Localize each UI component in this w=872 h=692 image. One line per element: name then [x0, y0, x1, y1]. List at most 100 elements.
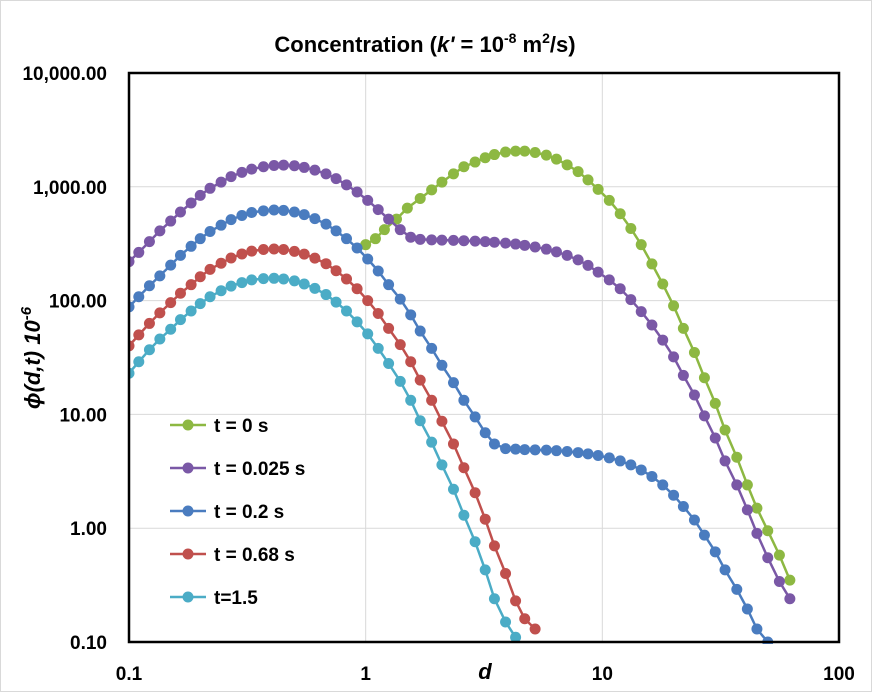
- data-point: [394, 375, 406, 387]
- data-point: [561, 446, 573, 458]
- data-point: [479, 427, 491, 439]
- data-point: [185, 197, 197, 209]
- data-point: [268, 159, 280, 171]
- data-point: [458, 462, 470, 474]
- data-point: [133, 356, 145, 368]
- data-point: [784, 593, 796, 605]
- y-tick-label: 10,000.00: [22, 64, 107, 85]
- data-point: [677, 369, 689, 381]
- data-point: [510, 595, 522, 607]
- x-tick-label: 10: [592, 664, 613, 685]
- data-point: [603, 452, 615, 464]
- series-5: [129, 272, 522, 643]
- data-point: [414, 233, 426, 245]
- legend-item: t = 0.025 s: [170, 459, 305, 480]
- data-point: [657, 334, 669, 346]
- data-point: [215, 285, 227, 297]
- data-point: [174, 206, 186, 218]
- data-point: [458, 394, 470, 406]
- data-point: [550, 153, 562, 165]
- x-axis-ticks: 0.1 1 10 100: [116, 664, 855, 685]
- data-point: [447, 483, 459, 495]
- data-point: [519, 145, 531, 157]
- data-point: [719, 455, 731, 467]
- data-point: [458, 161, 470, 173]
- data-point: [414, 374, 426, 386]
- data-point: [204, 263, 216, 275]
- data-point: [341, 305, 353, 317]
- data-point: [447, 438, 459, 450]
- data-point: [330, 173, 342, 185]
- data-point: [215, 219, 227, 231]
- data-point: [320, 258, 332, 270]
- x-tick-label: 100: [823, 664, 855, 685]
- data-point: [709, 546, 721, 558]
- legend-label: t = 0.025 s: [214, 459, 305, 480]
- data-point: [204, 182, 216, 194]
- data-point: [405, 231, 417, 243]
- data-point: [550, 246, 562, 258]
- data-point: [731, 583, 743, 595]
- data-point: [154, 307, 166, 319]
- data-point: [133, 329, 145, 341]
- y-axis-ticks: 0.10 1.00 10.00 100.00 1,000.00 10,000.00: [22, 64, 107, 654]
- data-point: [762, 525, 774, 537]
- data-point: [341, 233, 353, 245]
- data-point: [436, 459, 448, 471]
- data-point: [510, 145, 522, 157]
- data-point: [741, 603, 753, 615]
- data-point: [751, 527, 763, 539]
- y-tick-label: 1.00: [70, 519, 107, 540]
- data-point: [500, 567, 512, 579]
- data-point: [394, 293, 406, 305]
- data-point: [572, 447, 584, 459]
- data-point: [309, 164, 321, 176]
- data-point: [341, 273, 353, 285]
- data-point: [288, 160, 300, 172]
- data-point: [550, 445, 562, 457]
- data-point: [426, 394, 438, 406]
- data-point: [426, 436, 438, 448]
- legend-marker: [182, 591, 194, 603]
- data-point: [185, 240, 197, 252]
- data-point: [447, 168, 459, 180]
- data-point: [540, 444, 552, 456]
- data-point: [529, 444, 541, 456]
- data-point: [225, 280, 237, 292]
- data-point: [510, 238, 522, 250]
- data-point: [288, 275, 300, 287]
- legend-marker: [182, 505, 194, 517]
- data-point: [257, 244, 269, 256]
- legend: t = 0 s t = 0.025 s t = 0.2 s t = 0.68 s t=1…: [170, 416, 305, 609]
- data-point: [540, 243, 552, 255]
- legend-label: t = 0 s: [214, 416, 268, 437]
- data-point: [529, 147, 541, 159]
- data-point: [129, 301, 135, 313]
- y-tick-label: 10.00: [59, 405, 107, 426]
- data-point: [372, 342, 384, 354]
- data-point: [268, 204, 280, 216]
- data-point: [582, 448, 594, 460]
- data-point: [529, 623, 541, 635]
- data-point: [519, 239, 531, 251]
- data-point: [405, 309, 417, 321]
- legend-marker: [182, 419, 194, 431]
- data-point: [154, 270, 166, 282]
- y-tick-label: 100.00: [49, 292, 107, 313]
- data-point: [391, 213, 403, 225]
- data-point: [741, 479, 753, 491]
- data-point: [668, 351, 680, 363]
- data-point: [436, 176, 448, 188]
- data-point: [426, 342, 438, 354]
- series-line: [129, 247, 536, 630]
- data-point: [762, 552, 774, 564]
- data-point: [561, 159, 573, 171]
- data-point: [351, 186, 363, 198]
- legend-label: t = 0.2 s: [214, 502, 284, 523]
- data-point: [372, 204, 384, 216]
- data-point: [719, 424, 731, 436]
- series-layer: [129, 145, 796, 644]
- data-point: [469, 487, 481, 499]
- data-point: [362, 253, 374, 265]
- data-point: [320, 168, 332, 180]
